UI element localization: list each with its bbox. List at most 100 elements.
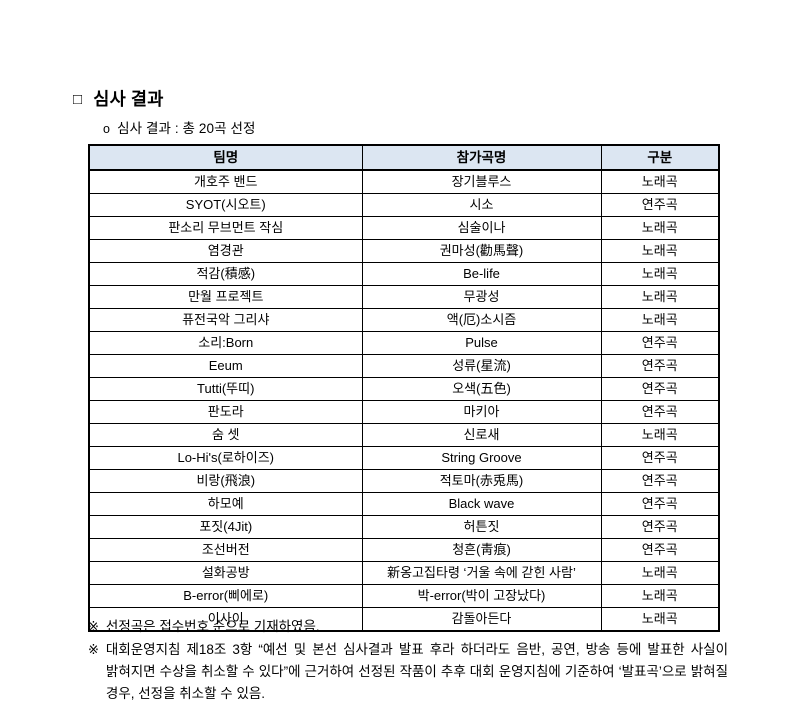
table-cell-song: String Groove <box>361 446 602 470</box>
table-cell-team: 조선버전 <box>88 538 363 562</box>
table-row: 이사이 감돌아든다 노래곡 <box>88 607 720 632</box>
footnote-item: ※ 대회운영지침 제18조 3항 “예선 및 본선 심사결과 발표 후라 하더라… <box>88 639 728 705</box>
section-heading-text: 심사 결과 <box>93 89 164 109</box>
table-cell-song: 권마성(勸馬聲) <box>361 239 602 263</box>
table-row: 개호주 밴드 장기블루스 노래곡 <box>88 169 720 194</box>
table-cell-team: 판소리 무브먼트 작심 <box>88 216 363 240</box>
table-cell-type: 연주곡 <box>600 469 720 493</box>
section-heading: □ 심사 결과 <box>73 86 164 111</box>
table-cell-type: 노래곡 <box>600 607 720 632</box>
table-cell-song: 감돌아든다 <box>361 607 602 632</box>
table-row: 소리:Born Pulse 연주곡 <box>88 331 720 355</box>
table-header-row: 팀명 참가곡명 구분 <box>88 144 720 171</box>
table-row: 판도라 마키아 연주곡 <box>88 400 720 424</box>
selected-songs-table: 팀명 참가곡명 구분 개호주 밴드 장기블루스 노래곡 SYOT(시오트) 시소 연주곡 판… <box>88 144 720 632</box>
column-header-type: 구분 <box>600 144 720 171</box>
footnote-text: 대회운영지침 제18조 3항 “예선 및 본선 심사결과 발표 후라 하더라도 … <box>105 641 728 701</box>
table-row: 하모예 Black wave 연주곡 <box>88 492 720 516</box>
table-cell-song: Pulse <box>361 331 602 355</box>
footnote-item: ※ 선정곡은 접수번호 순으로 기재하였음. <box>88 616 728 638</box>
table-cell-song: 액(厄)소시즘 <box>361 308 602 332</box>
table-row: 포짓(4Jit) 허튼짓 연주곡 <box>88 515 720 539</box>
table-cell-type: 연주곡 <box>600 377 720 401</box>
table-cell-song: 청흔(靑痕) <box>361 538 602 562</box>
subsection-text: 심사 결과 : 총 20곡 선정 <box>117 121 256 136</box>
table-cell-team: Lo-Hi's(로하이즈) <box>88 446 363 470</box>
table-cell-team: SYOT(시오트) <box>88 193 363 217</box>
table-row: 설화공방 新옹고집타령 ‘거울 속에 갇힌 사람’ 노래곡 <box>88 561 720 585</box>
footnotes: ※ 선정곡은 접수번호 순으로 기재하였음. ※ 대회운영지침 제18조 3항 … <box>88 616 728 705</box>
table-cell-team: 비랑(飛浪) <box>88 469 363 493</box>
table-cell-team: 숨 셋 <box>88 423 363 447</box>
table-cell-song: 新옹고집타령 ‘거울 속에 갇힌 사람’ <box>361 561 602 585</box>
table-cell-team: 이사이 <box>88 607 363 632</box>
table-row: Eeum 성류(星流) 연주곡 <box>88 354 720 378</box>
table-row: Lo-Hi's(로하이즈) String Groove 연주곡 <box>88 446 720 470</box>
table-cell-song: 무광성 <box>361 285 602 309</box>
table-row: 퓨전국악 그리샤 액(厄)소시즘 노래곡 <box>88 308 720 332</box>
footnote-text: 선정곡은 접수번호 순으로 기재하였음. <box>105 619 320 634</box>
table-cell-team: 포짓(4Jit) <box>88 515 363 539</box>
table-cell-team: B-error(삐에로) <box>88 584 363 608</box>
subsection-line: o 심사 결과 : 총 20곡 선정 <box>103 117 256 137</box>
table-row: 조선버전 청흔(靑痕) 연주곡 <box>88 538 720 562</box>
table-cell-type: 연주곡 <box>600 400 720 424</box>
table-cell-type: 연주곡 <box>600 492 720 516</box>
table-row: B-error(삐에로) 박-error(박이 고장났다) 노래곡 <box>88 584 720 608</box>
table-row: 적감(積感) Be-life 노래곡 <box>88 262 720 286</box>
table-cell-team: 만월 프로젝트 <box>88 285 363 309</box>
table-cell-type: 노래곡 <box>600 262 720 286</box>
table-cell-type: 노래곡 <box>600 308 720 332</box>
table-cell-team: 설화공방 <box>88 561 363 585</box>
table-row: 판소리 무브먼트 작심 심술이나 노래곡 <box>88 216 720 240</box>
table-cell-type: 노래곡 <box>600 169 720 194</box>
table-row: 숨 셋 신로새 노래곡 <box>88 423 720 447</box>
table-cell-type: 연주곡 <box>600 538 720 562</box>
table-cell-team: 적감(積感) <box>88 262 363 286</box>
table-cell-type: 노래곡 <box>600 239 720 263</box>
table-row: SYOT(시오트) 시소 연주곡 <box>88 193 720 217</box>
results-table-container: 팀명 참가곡명 구분 개호주 밴드 장기블루스 노래곡 SYOT(시오트) 시소 연주곡 판… <box>88 144 720 632</box>
table-cell-team: 염경관 <box>88 239 363 263</box>
table-cell-type: 연주곡 <box>600 193 720 217</box>
column-header-song: 참가곡명 <box>361 144 602 171</box>
column-header-team: 팀명 <box>88 144 363 171</box>
table-cell-type: 노래곡 <box>600 423 720 447</box>
table-cell-song: 심술이나 <box>361 216 602 240</box>
table-cell-team: Eeum <box>88 354 363 378</box>
table-cell-song: 허튼짓 <box>361 515 602 539</box>
table-cell-type: 연주곡 <box>600 515 720 539</box>
circle-bullet-icon: o <box>103 122 111 136</box>
table-cell-type: 노래곡 <box>600 584 720 608</box>
reference-mark-icon: ※ <box>88 641 99 657</box>
square-bullet-icon: □ <box>73 91 83 108</box>
table-cell-song: 박-error(박이 고장났다) <box>361 584 602 608</box>
table-cell-type: 노래곡 <box>600 285 720 309</box>
table-cell-song: 시소 <box>361 193 602 217</box>
table-cell-song: Black wave <box>361 492 602 516</box>
table-cell-type: 노래곡 <box>600 216 720 240</box>
reference-mark-icon: ※ <box>88 619 99 634</box>
table-cell-song: Be-life <box>361 262 602 286</box>
table-cell-type: 연주곡 <box>600 331 720 355</box>
table-cell-type: 노래곡 <box>600 561 720 585</box>
table-cell-song: 적토마(赤兎馬) <box>361 469 602 493</box>
table-cell-team: 소리:Born <box>88 331 363 355</box>
table-body: 개호주 밴드 장기블루스 노래곡 SYOT(시오트) 시소 연주곡 판소리 무브먼트 작심 심… <box>88 169 720 632</box>
table-row: 비랑(飛浪) 적토마(赤兎馬) 연주곡 <box>88 469 720 493</box>
table-cell-team: 하모예 <box>88 492 363 516</box>
table-cell-song: 장기블루스 <box>361 169 602 194</box>
table-cell-song: 성류(星流) <box>361 354 602 378</box>
table-cell-song: 신로새 <box>361 423 602 447</box>
table-cell-team: 퓨전국악 그리샤 <box>88 308 363 332</box>
table-row: 만월 프로젝트 무광성 노래곡 <box>88 285 720 309</box>
table-cell-song: 마키아 <box>361 400 602 424</box>
table-cell-song: 오색(五色) <box>361 377 602 401</box>
table-cell-team: Tutti(뚜띠) <box>88 377 363 401</box>
table-cell-team: 개호주 밴드 <box>88 169 363 194</box>
table-cell-type: 연주곡 <box>600 354 720 378</box>
table-head: 팀명 참가곡명 구분 <box>88 144 720 171</box>
table-cell-team: 판도라 <box>88 400 363 424</box>
table-row: 염경관 권마성(勸馬聲) 노래곡 <box>88 239 720 263</box>
